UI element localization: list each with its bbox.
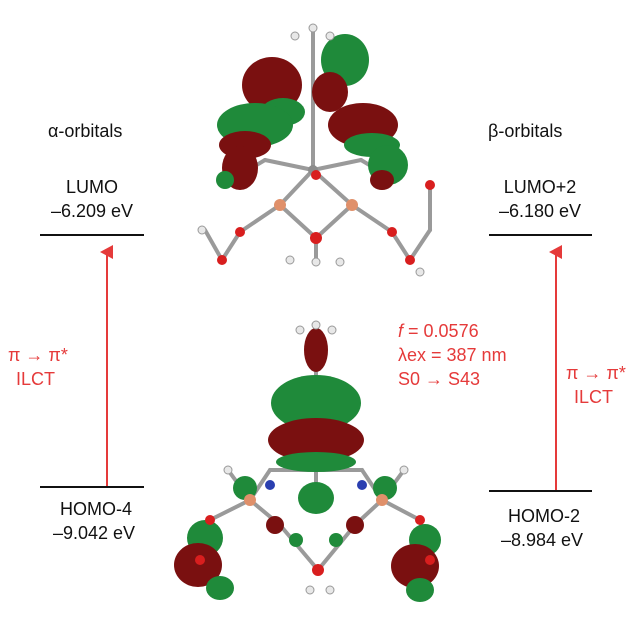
excitation-wavelength: λex = 387 nm: [398, 345, 507, 365]
alpha-transition-label: ILCT: [16, 369, 56, 389]
oscillator-strength: f = 0.0576: [398, 320, 479, 342]
alpha-transition-type: π → π*: [8, 345, 68, 365]
beta-orbitals-header: β-orbitals: [488, 121, 563, 141]
oscillator-strength-symbol: f: [398, 321, 404, 341]
oscillator-strength-value: = 0.0576: [403, 321, 479, 341]
alpha-orbitals-header: α-orbitals: [48, 121, 123, 141]
excited-state-transition: S0 → S43: [398, 369, 481, 389]
alpha-homo-name: HOMO-4: [60, 499, 132, 519]
beta-transition-type: π → π*: [566, 363, 626, 383]
lumo-molecule-image: [197, 23, 435, 277]
beta-lumo-name: LUMO+2: [503, 177, 577, 197]
alpha-homo-energy: –9.042 eV: [52, 523, 136, 543]
beta-homo-name: HOMO-2: [508, 506, 580, 526]
beta-lumo-energy: –6.180 eV: [498, 201, 582, 221]
homo-molecule-image: [174, 320, 441, 602]
beta-transition-label: ILCT: [574, 387, 614, 407]
beta-homo-energy: –8.984 eV: [500, 530, 584, 550]
alpha-lumo-energy: –6.209 eV: [50, 201, 134, 221]
alpha-lumo-name: LUMO: [65, 177, 118, 197]
